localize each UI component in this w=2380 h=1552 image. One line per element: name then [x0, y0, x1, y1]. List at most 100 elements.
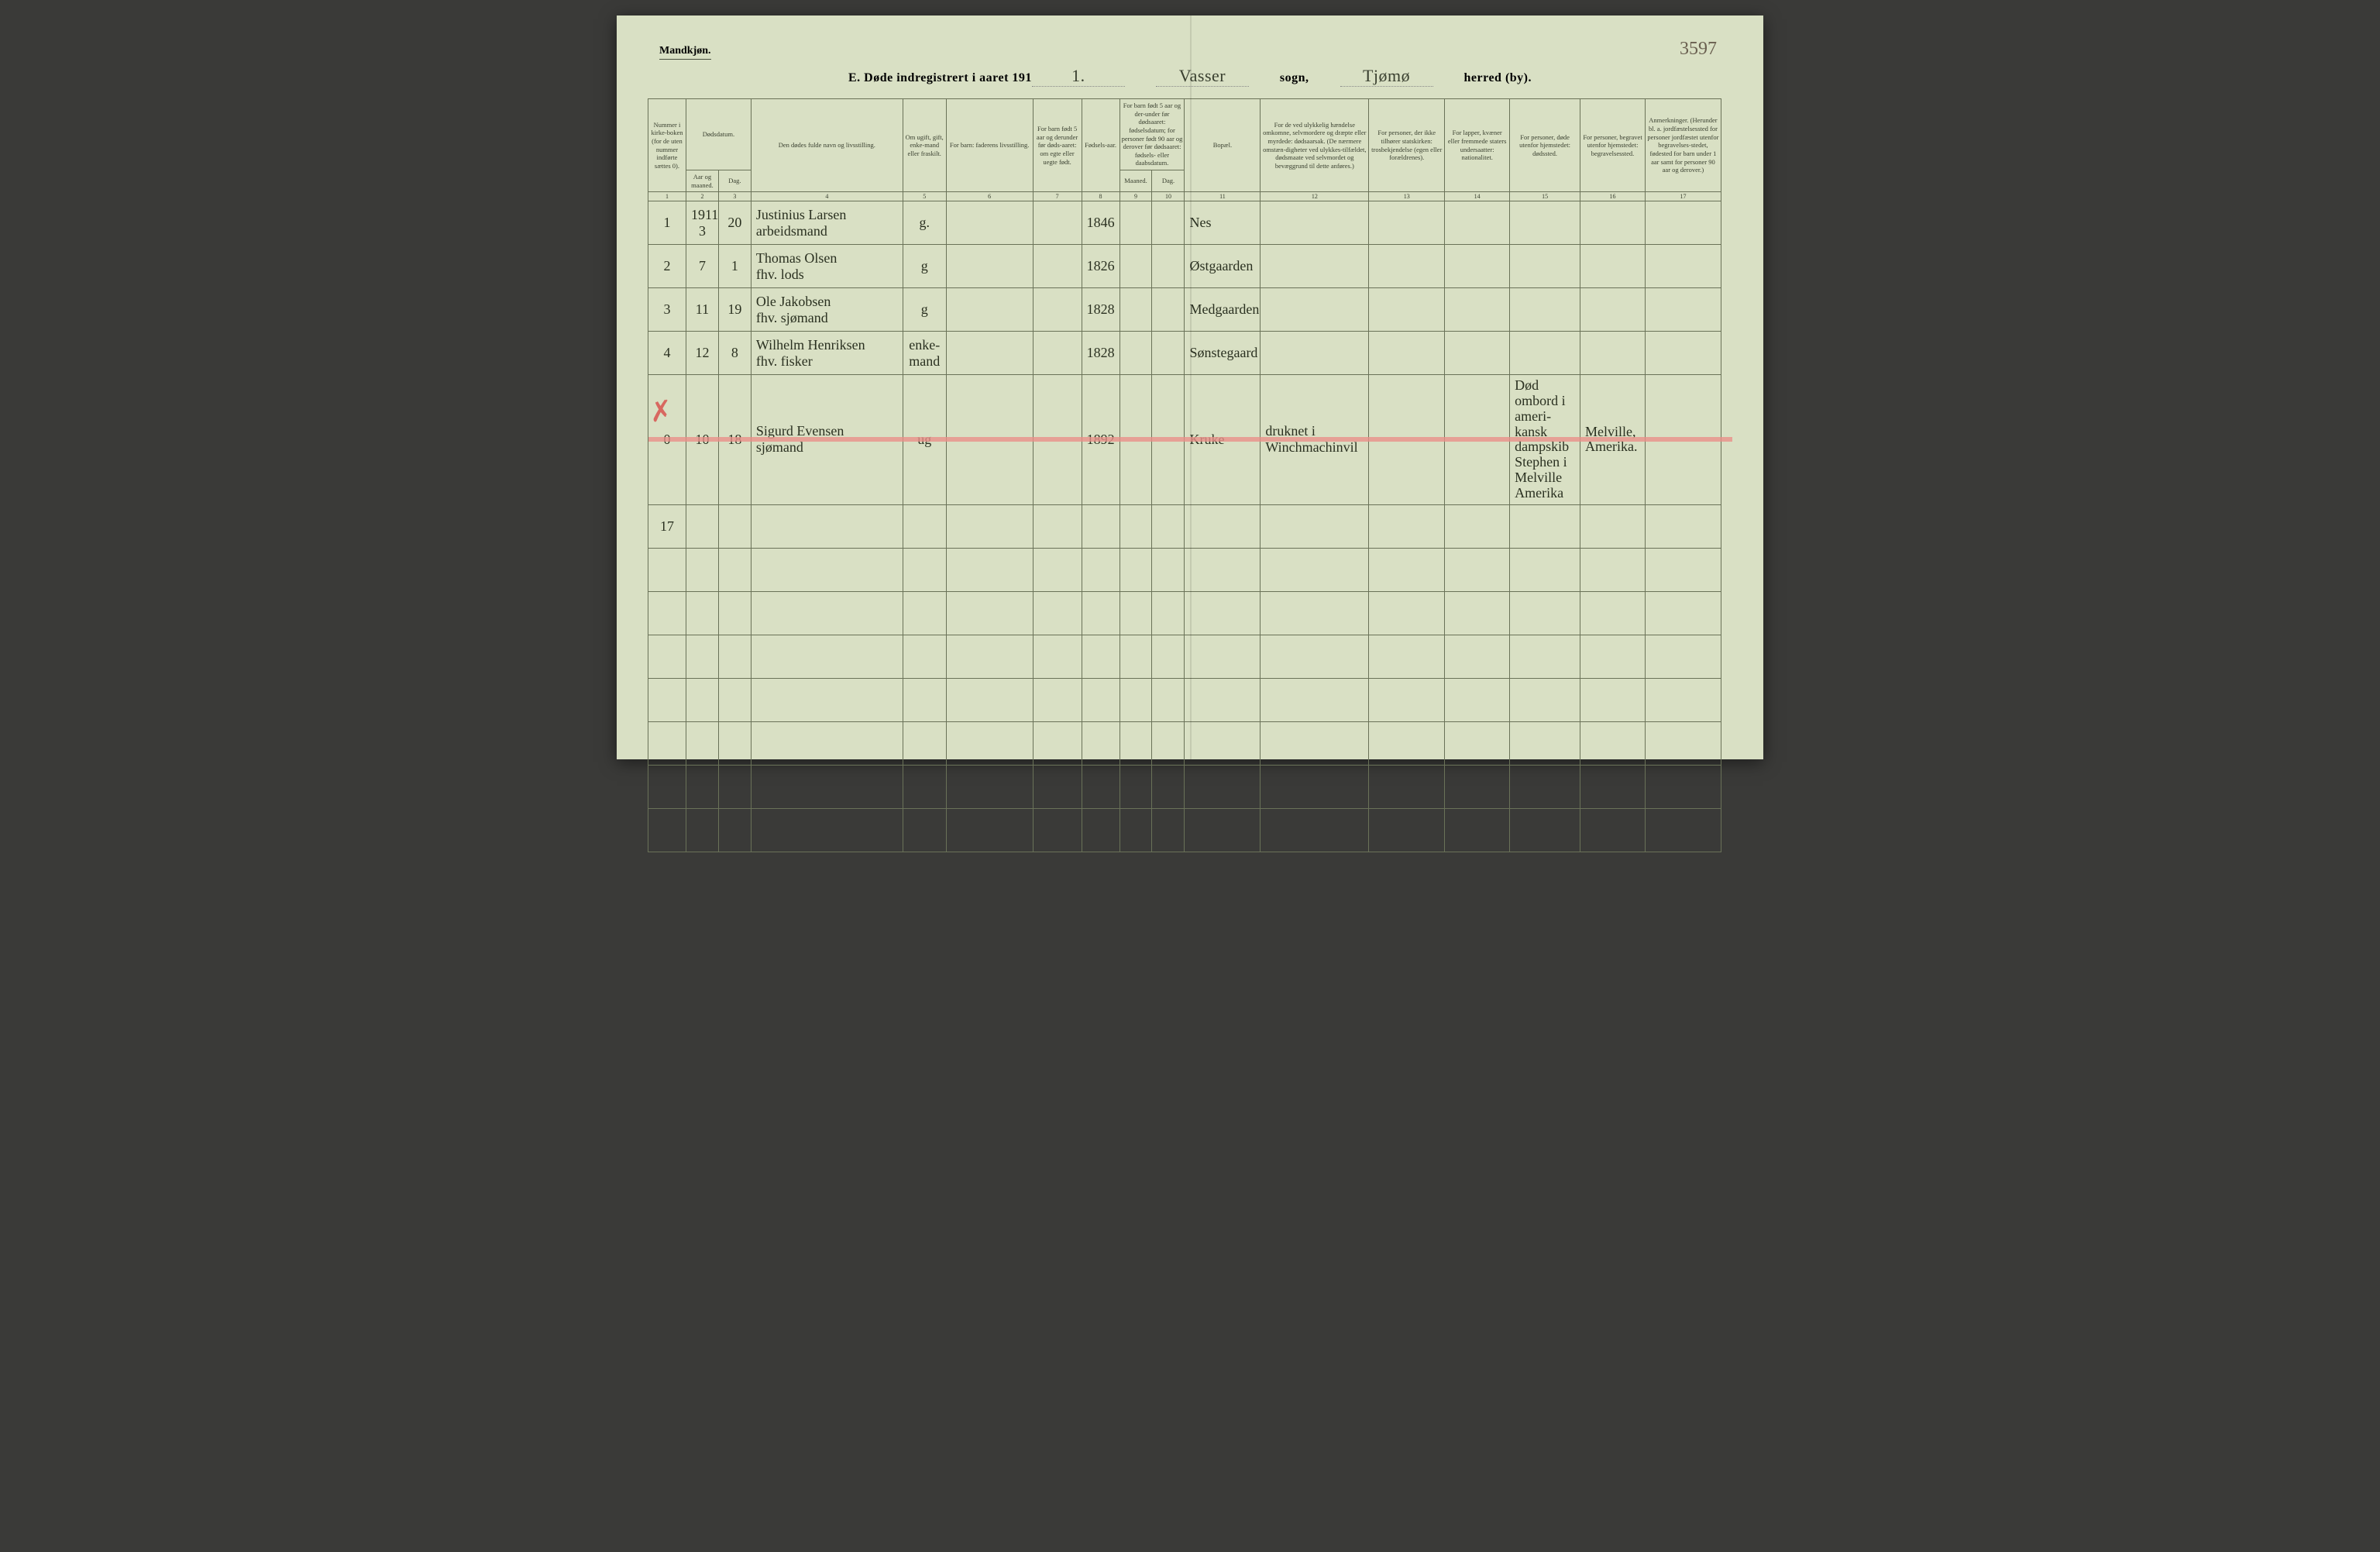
birth-month [1119, 332, 1152, 375]
title-prefix: E. Døde indregistrert i aaret 191 [848, 71, 1032, 84]
cell [1510, 765, 1580, 808]
cell [1185, 635, 1261, 678]
death-place [1510, 201, 1580, 245]
name-occupation: Justinius Larsenarbeidsmand [751, 201, 903, 245]
cell [718, 765, 751, 808]
cell [946, 765, 1033, 808]
cell [1645, 548, 1721, 591]
birth-month [1119, 245, 1152, 288]
legitimacy [1033, 245, 1082, 288]
cell [686, 591, 718, 635]
birth-day [1152, 375, 1185, 504]
birth-month [1119, 375, 1152, 504]
death-year-month: 10 [686, 375, 718, 504]
cell [718, 548, 751, 591]
death-year-month: 19113 [686, 201, 718, 245]
table-row [648, 808, 1732, 852]
cell [1445, 808, 1510, 852]
cell [946, 721, 1033, 765]
cell [1369, 678, 1445, 721]
cell [1369, 721, 1445, 765]
cell [1645, 635, 1721, 678]
cell [1510, 635, 1580, 678]
burial-place [1580, 504, 1646, 548]
cell [751, 591, 903, 635]
cell [751, 548, 903, 591]
cell [1445, 765, 1510, 808]
death-year-month: 12 [686, 332, 718, 375]
table-row: 31119Ole Jakobsenfhv. sjømandg1828Medgaa… [648, 288, 1732, 332]
cell [903, 721, 946, 765]
cell [718, 591, 751, 635]
death-place: Død ombord i ameri-kansk dampskib Stephe… [1510, 375, 1580, 504]
cause-of-death [1261, 332, 1369, 375]
birth-year: 1846 [1082, 201, 1119, 245]
death-day: 20 [718, 201, 751, 245]
remarks [1645, 245, 1721, 288]
marital-status: enke-mand [903, 332, 946, 375]
birth-day [1152, 201, 1185, 245]
cell [648, 678, 686, 721]
faith [1369, 504, 1445, 548]
cell [1261, 721, 1369, 765]
col-header: For barn født 5 aar og derunder før døds… [1033, 99, 1082, 192]
cell [1580, 635, 1646, 678]
cell [751, 678, 903, 721]
father-occupation [946, 201, 1033, 245]
column-number: 1 [648, 192, 686, 201]
col-header: Om ugift, gift, enke-mand eller fraskilt… [903, 99, 946, 192]
name-occupation [751, 504, 903, 548]
column-number: 8 [1082, 192, 1119, 201]
cell [718, 678, 751, 721]
col-header: Bopæl. [1185, 99, 1261, 192]
cell [1445, 678, 1510, 721]
father-occupation [946, 504, 1033, 548]
death-year-month: 7 [686, 245, 718, 288]
name-occupation: Wilhelm Henriksenfhv. fisker [751, 332, 903, 375]
nationality [1445, 504, 1510, 548]
death-day: 18 [718, 375, 751, 504]
cell [903, 765, 946, 808]
cell [1645, 765, 1721, 808]
cell [648, 635, 686, 678]
col-header: Maaned. [1119, 170, 1152, 192]
nationality [1445, 245, 1510, 288]
cell [686, 548, 718, 591]
cell [1261, 635, 1369, 678]
table-body: 11911320Justinius Larsenarbeidsmandg.184… [648, 201, 1732, 852]
father-occupation [946, 288, 1033, 332]
col-header: Dag. [1152, 170, 1185, 192]
col-header: Dødsdatum. [686, 99, 751, 170]
cell [1033, 635, 1082, 678]
legitimacy [1033, 504, 1082, 548]
col-header: For lapper, kvæner eller fremmede stater… [1445, 99, 1510, 192]
cell [946, 678, 1033, 721]
marital-status: ug [903, 375, 946, 504]
entry-number: 17 [648, 504, 686, 548]
name-occupation: Sigurd Evensensjømand [751, 375, 903, 504]
remarks [1645, 375, 1721, 504]
column-number: 14 [1445, 192, 1510, 201]
cell [1082, 678, 1119, 721]
remarks [1645, 288, 1721, 332]
col-header: For personer, begravet utenfor hjemstede… [1580, 99, 1646, 192]
residence: Sønstegaard [1185, 332, 1261, 375]
cell [1645, 808, 1721, 852]
cell [1185, 808, 1261, 852]
cell [751, 808, 903, 852]
cell [1580, 591, 1646, 635]
cell [1510, 591, 1580, 635]
column-number: 16 [1580, 192, 1646, 201]
entry-number: 0 [648, 375, 686, 504]
page-number: 3597 [1680, 39, 1717, 60]
col-header: Nummer i kirke-boken (for de uten nummer… [648, 99, 686, 192]
cell [1369, 591, 1445, 635]
column-number: 15 [1510, 192, 1580, 201]
column-number: 4 [751, 192, 903, 201]
cell [1580, 808, 1646, 852]
cell [1082, 548, 1119, 591]
cause-of-death [1261, 504, 1369, 548]
cell [1033, 721, 1082, 765]
cell [1261, 548, 1369, 591]
birth-day [1152, 288, 1185, 332]
